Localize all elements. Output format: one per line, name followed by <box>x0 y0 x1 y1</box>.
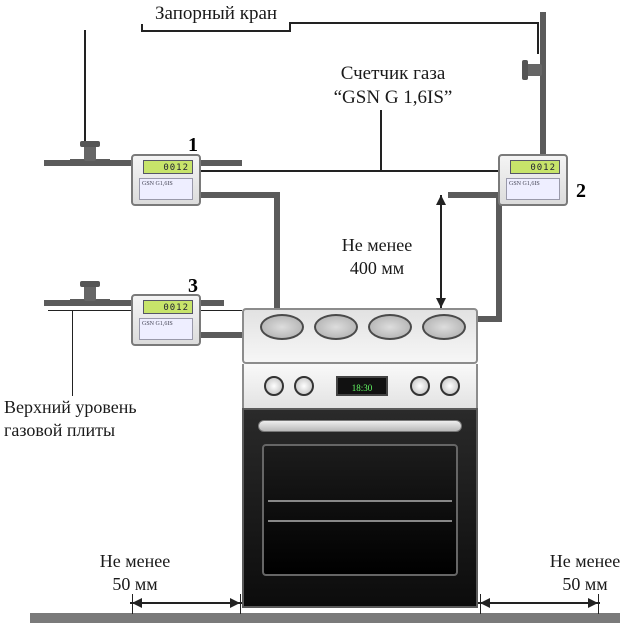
label-stove-top-level: Верхний уровень газовой плиты <box>4 396 137 441</box>
floor-line <box>30 613 620 623</box>
dim-50l-tick2 <box>240 594 241 614</box>
burner-icon <box>314 314 358 340</box>
dim-50r-line <box>478 602 600 604</box>
dim-arrow-icon <box>480 598 490 608</box>
level-leader <box>72 310 73 396</box>
label-meter: Счетчик газа “GSN G 1,6IS” <box>308 62 478 110</box>
leader-line <box>380 170 512 172</box>
label-min-50-right-line1: Не менее <box>550 551 620 571</box>
label-stove-top-level-line1: Верхний уровень <box>4 397 137 417</box>
label-meter-line1: Счетчик газа <box>341 63 446 84</box>
knob-icon <box>410 376 430 396</box>
pipe-segment <box>274 192 280 322</box>
pipe-segment <box>448 192 502 198</box>
leader-line <box>141 30 289 32</box>
pipe-segment <box>198 160 242 166</box>
leader-line <box>84 30 86 150</box>
gas-meter-2: 0012 GSN G1,6IS <box>498 154 568 206</box>
pipe-segment <box>198 192 280 198</box>
dim-arrow-icon <box>588 598 598 608</box>
pipe-segment <box>198 300 224 306</box>
label-min-400: Не менее 400 мм <box>322 234 432 279</box>
knob-icon <box>294 376 314 396</box>
label-min-400-line1: Не менее <box>342 235 412 255</box>
dim-arrow-icon <box>230 598 240 608</box>
oven-window <box>262 444 458 576</box>
dim-arrow-icon <box>436 298 446 308</box>
burner-icon <box>368 314 412 340</box>
stove-cooktop <box>242 308 478 364</box>
pipe-segment <box>540 12 546 54</box>
dim-50l-line <box>130 602 242 604</box>
stove-oven <box>242 408 478 608</box>
oven-rack <box>268 520 452 522</box>
label-min-50-left-line2: 50 мм <box>112 574 157 594</box>
label-shutoff-valve: Запорный кран <box>155 2 277 26</box>
label-min-50-right-line2: 50 мм <box>562 574 607 594</box>
label-min-50-left-line1: Не менее <box>100 551 170 571</box>
stove-display: 18:30 <box>336 376 388 396</box>
gas-stove: 18:30 <box>242 308 478 608</box>
meter-3-plate: GSN G1,6IS <box>139 318 193 340</box>
dim-arrow-icon <box>132 598 142 608</box>
label-min-50-right: Не менее 50 мм <box>530 550 640 595</box>
label-min-50-left: Не менее 50 мм <box>80 550 190 595</box>
meter-1-display: 0012 <box>143 160 193 174</box>
dim-400-line <box>440 195 442 308</box>
leader-line <box>380 110 382 170</box>
knob-icon <box>264 376 284 396</box>
knob-icon <box>440 376 460 396</box>
shutoff-valve-3 <box>528 50 558 90</box>
oven-rack <box>268 500 452 502</box>
pipe-segment <box>540 86 546 158</box>
meter-2-plate: GSN G1,6IS <box>506 178 560 200</box>
num-2: 2 <box>576 180 586 203</box>
leader-line <box>289 22 539 24</box>
pipe-segment <box>496 192 502 322</box>
stove-control-panel: 18:30 <box>242 364 478 408</box>
leader-line <box>190 170 382 172</box>
shutoff-valve-1 <box>70 147 110 177</box>
dim-arrow-icon <box>436 195 446 205</box>
meter-2-display: 0012 <box>510 160 560 174</box>
shutoff-valve-2 <box>70 287 110 317</box>
label-meter-line2: “GSN G 1,6IS” <box>334 87 453 108</box>
dim-50r-tick2 <box>598 594 599 614</box>
label-min-400-line2: 400 мм <box>350 258 404 278</box>
leader-line <box>289 24 291 32</box>
label-stove-top-level-line2: газовой плиты <box>4 420 115 440</box>
meter-1-plate: GSN G1,6IS <box>139 178 193 200</box>
burner-icon <box>422 314 466 340</box>
burner-icon <box>260 314 304 340</box>
oven-handle <box>258 420 462 432</box>
gas-meter-1: 0012 GSN G1,6IS <box>131 154 201 206</box>
meter-3-display: 0012 <box>143 300 193 314</box>
gas-meter-3: 0012 GSN G1,6IS <box>131 294 201 346</box>
